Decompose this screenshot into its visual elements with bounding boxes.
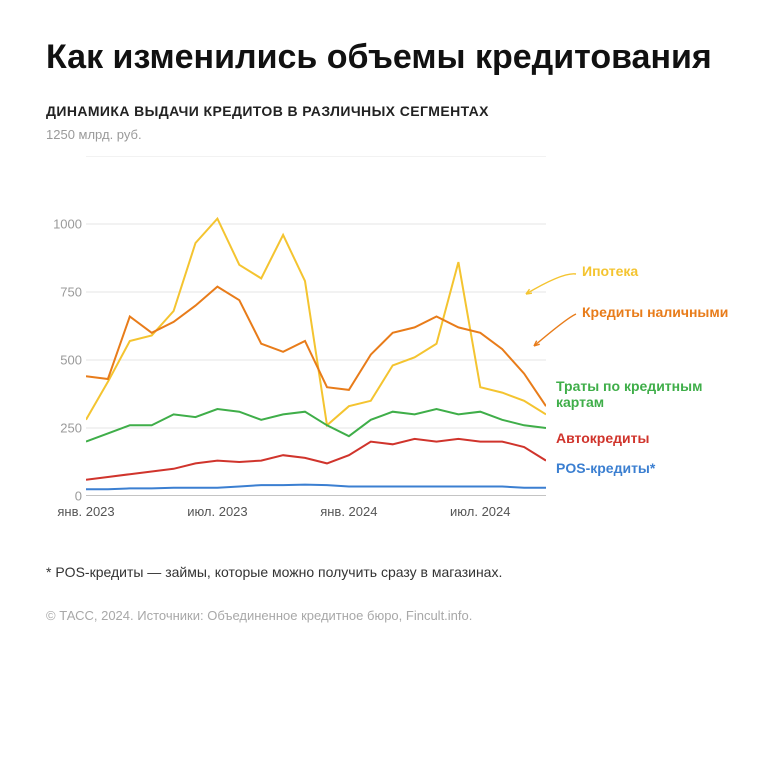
legend-label-pos: POS-кредиты*	[556, 460, 655, 476]
legend-label-cash: Кредиты наличными	[582, 304, 728, 320]
legend-label-auto: Автокредиты	[556, 430, 649, 446]
y-tick-label: 0	[46, 489, 82, 504]
series-pos	[86, 485, 546, 490]
page-title: Как изменились объемы кредитования	[46, 38, 718, 77]
chart: 0 250 500 750 1000 янв. 2023 июл. 2023 янв. 20…	[46, 146, 714, 546]
x-tick-label: янв. 2024	[320, 504, 377, 519]
plot-area: 02505007501000 янв. 2023июл. 2023янв. 20…	[86, 156, 546, 496]
series-cards	[86, 409, 546, 442]
x-tick-label: июл. 2024	[450, 504, 510, 519]
legend-label-mortgage: Ипотека	[582, 263, 638, 279]
footnote: * POS-кредиты — займы, которые можно пол…	[46, 564, 718, 580]
series-auto	[86, 439, 546, 480]
legend-label-cards: Траты по кредитнымкартам	[556, 378, 702, 410]
x-tick-label: янв. 2023	[57, 504, 114, 519]
series-mortgage	[86, 219, 546, 426]
y-tick-label: 500	[46, 353, 82, 368]
y-tick-label: 250	[46, 421, 82, 436]
x-tick-label: июл. 2023	[187, 504, 247, 519]
series-cash	[86, 287, 546, 407]
y-max-label: 1250 млрд. руб.	[46, 127, 718, 142]
chart-svg	[86, 156, 546, 496]
chart-subtitle: ДИНАМИКА ВЫДАЧИ КРЕДИТОВ В РАЗЛИЧНЫХ СЕГ…	[46, 103, 718, 119]
y-tick-label: 1000	[46, 217, 82, 232]
y-tick-label: 750	[46, 285, 82, 300]
credits: © ТАСС, 2024. Источники: Объединенное кр…	[46, 608, 718, 623]
